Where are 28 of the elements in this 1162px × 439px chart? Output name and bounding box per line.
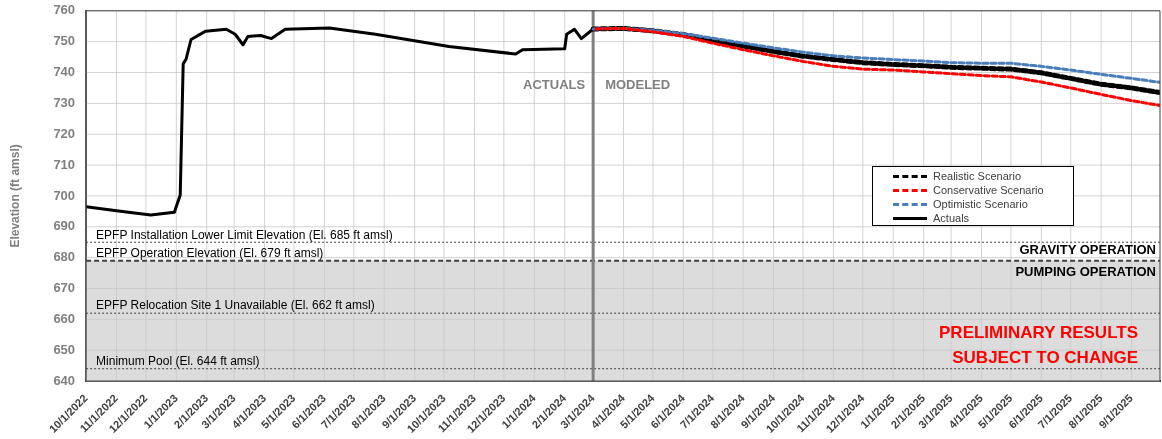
y-tick-label: 700: [53, 187, 76, 203]
legend-label: Conservative Scenario: [933, 184, 1044, 197]
annotation: PUMPING OPERATION: [1015, 264, 1156, 280]
ref-line-label: Minimum Pool (El. 644 ft amsl): [96, 354, 260, 369]
y-tick-label: 750: [53, 33, 76, 49]
annotation: ACTUALS: [523, 77, 586, 93]
annotation: SUBJECT TO CHANGE: [952, 347, 1138, 367]
ref-line-label: EPFP Installation Lower Limit Elevation (El. 685 ft amsl): [96, 227, 393, 242]
y-tick-label: 660: [53, 310, 76, 326]
y-tick-label: 650: [53, 341, 76, 357]
ref-line-label: EPFP Relocation Site 1 Unavailable (El. 662 ft amsl): [96, 298, 375, 313]
y-tick-label: 680: [53, 249, 76, 265]
y-tick-label: 740: [53, 64, 76, 80]
legend-label: Realistic Scenario: [933, 170, 1022, 183]
y-tick-label: 640: [53, 372, 76, 388]
y-tick-label: 710: [53, 156, 76, 172]
legend-label: Optimistic Scenario: [933, 198, 1028, 211]
legend-label: Actuals: [933, 212, 970, 225]
ref-line-label: EPFP Operation Elevation (El. 679 ft amsl): [96, 246, 324, 261]
y-tick-label: 690: [53, 218, 76, 234]
y-tick-label: 760: [53, 2, 76, 18]
y-tick-label: 730: [53, 94, 76, 110]
annotation: MODELED: [605, 77, 671, 93]
y-tick-label: 720: [53, 125, 76, 141]
y-axis-title: Elevation (ft amsl): [7, 144, 22, 248]
annotation: GRAVITY OPERATION: [1019, 242, 1156, 258]
y-tick-label: 670: [53, 280, 76, 296]
annotation: PRELIMINARY RESULTS: [939, 322, 1138, 342]
